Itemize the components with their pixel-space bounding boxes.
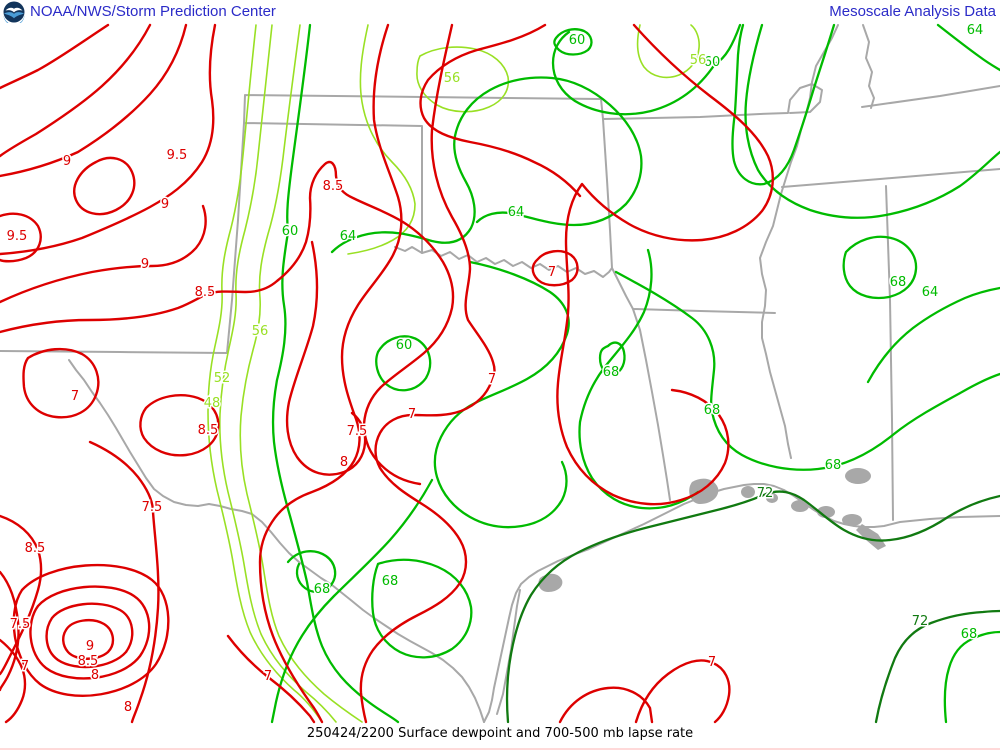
contour-label: 64 — [508, 205, 525, 220]
contour-label: 7 — [708, 655, 716, 670]
map-caption: 250424/2200 Surface dewpoint and 700-500… — [306, 726, 694, 741]
contour-label: 7.5 — [347, 424, 368, 439]
contour-label: 9 — [141, 257, 149, 272]
dewpoint-contours — [270, 23, 1000, 724]
contour-label: 64 — [967, 23, 984, 38]
mississippi-river — [759, 24, 839, 459]
contour-label: 68 — [704, 403, 721, 418]
dewpoint-high-contours — [505, 490, 1000, 724]
contour-label: 60 — [704, 55, 721, 70]
page-title: Mesoscale Analysis Data — [829, 3, 996, 20]
contour-label: 7.5 — [10, 617, 31, 632]
contour-labels: 9 9.599.598.58.58.577.58.57.5798.5887777.… — [5, 22, 985, 717]
site-title: NOAA/NWS/Storm Prediction Center — [30, 3, 276, 20]
rivers — [68, 24, 875, 723]
contour-label: 7 — [408, 407, 416, 422]
lapse-rate-contours — [0, 23, 774, 724]
contour-label: 9.5 — [167, 148, 188, 163]
contour-label: 8 — [340, 455, 348, 470]
contour-label: 7 — [264, 669, 272, 684]
contour-label: 9 — [63, 154, 71, 169]
contour-label: 8.5 — [25, 541, 46, 556]
contour-label: 64 — [922, 285, 939, 300]
contour-label: 9 — [161, 197, 169, 212]
contour-label: 68 — [825, 458, 842, 473]
noaa-logo — [3, 1, 25, 23]
contour-label: 7 — [71, 389, 79, 404]
contour-label: 68 — [314, 582, 331, 597]
dewpoint-low-contours — [207, 24, 700, 723]
contour-label: 60 — [396, 338, 413, 353]
contour-label: 72 — [757, 486, 774, 501]
page-bottom-edge — [0, 748, 1000, 750]
contour-label: 68 — [961, 627, 978, 642]
contour-label: 68 — [890, 275, 907, 290]
state-borders — [0, 83, 1000, 521]
barrier-island — [496, 589, 521, 715]
contour-label: 8.5 — [198, 423, 219, 438]
tennessee-river — [862, 24, 875, 109]
contour-label: 56 — [252, 324, 269, 339]
coastline — [483, 468, 1000, 723]
contour-label: 8.5 — [78, 654, 99, 669]
contour-label: 8.5 — [323, 179, 344, 194]
contour-label: 8 — [91, 668, 99, 683]
contour-label: 52 — [214, 371, 231, 386]
contour-label: 64 — [340, 229, 357, 244]
contour-label: 56 — [444, 71, 461, 86]
contour-label: 9 — [86, 639, 94, 654]
contour-label: 8 — [124, 700, 132, 715]
contour-label: 68 — [382, 574, 399, 589]
page-header: NOAA/NWS/Storm Prediction Center Mesosca… — [0, 0, 1000, 25]
rio-grande — [68, 359, 485, 723]
contour-label: 68 — [603, 365, 620, 380]
contour-label: 56 — [690, 53, 707, 68]
mississippi-delta — [856, 524, 886, 550]
contour-label: 72 — [912, 614, 929, 629]
contour-label: 8.5 — [195, 285, 216, 300]
lake-pontchartrain — [845, 468, 871, 484]
contour-label: 7.5 — [142, 500, 163, 515]
contour-label: 9.5 — [7, 229, 28, 244]
contour-label: 48 — [204, 396, 221, 411]
corpus-bay — [538, 573, 563, 592]
contour-label: 60 — [282, 224, 299, 239]
galveston-bay — [689, 478, 719, 504]
contour-label: 7 — [488, 372, 496, 387]
contour-label: 60 — [569, 33, 586, 48]
contour-label: 7 — [21, 659, 29, 674]
red-river — [394, 246, 613, 278]
contour-label: 7 — [548, 265, 556, 280]
